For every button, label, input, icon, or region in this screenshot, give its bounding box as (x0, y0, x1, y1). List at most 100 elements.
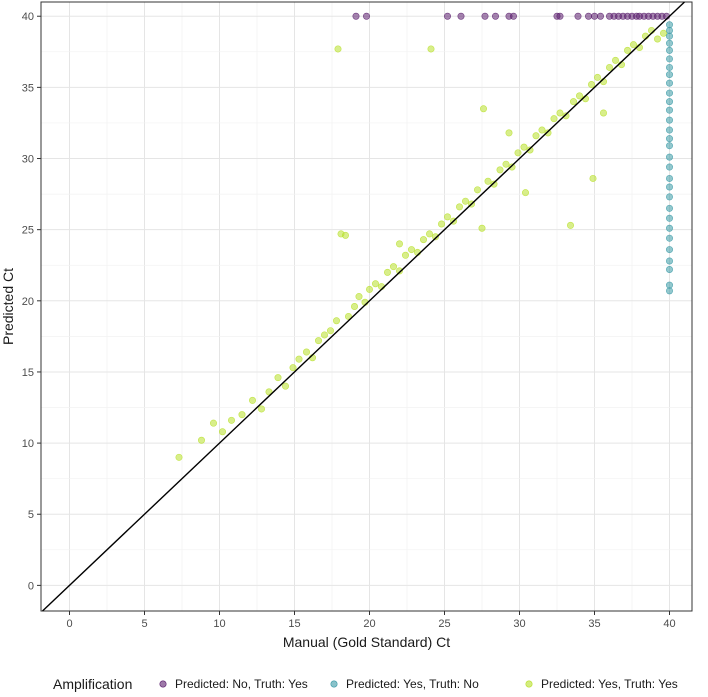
y-tick-label: 20 (22, 296, 34, 308)
data-point (395, 240, 403, 248)
data-point (314, 337, 322, 345)
grid (41, 2, 692, 611)
data-point (569, 98, 577, 106)
data-point (665, 63, 673, 71)
data-point (175, 453, 183, 461)
data-point (320, 331, 328, 339)
data-point (665, 71, 673, 79)
data-point (665, 193, 673, 201)
data-point (505, 129, 513, 137)
data-point (484, 177, 492, 185)
data-point (198, 436, 206, 444)
data-point (605, 63, 613, 71)
data-point (556, 109, 564, 117)
data-point (665, 214, 673, 222)
data-point (455, 203, 463, 211)
data-point (665, 126, 673, 134)
data-point (599, 109, 607, 117)
data-point (249, 396, 257, 404)
legend-title: Amplification (53, 676, 132, 692)
data-point (665, 79, 673, 87)
identity-line (42, 1, 685, 612)
data-point (665, 21, 673, 29)
data-point (665, 116, 673, 124)
data-point (584, 12, 592, 20)
data-point (587, 81, 595, 89)
data-point (332, 317, 340, 325)
data-point (508, 163, 516, 171)
data-point (461, 197, 469, 205)
data-point (478, 224, 486, 232)
data-point (502, 160, 510, 168)
y-tick-label: 35 (22, 82, 34, 94)
data-point (496, 166, 504, 174)
data-point (665, 39, 673, 47)
y-axis-title: Predicted Ct (0, 268, 16, 345)
data-point (514, 149, 522, 157)
data-point (653, 35, 661, 43)
y-tick-label: 15 (22, 367, 34, 379)
data-point (401, 251, 409, 259)
data-point (257, 405, 265, 413)
data-point (383, 268, 391, 276)
data-point (665, 224, 673, 232)
data-point (665, 142, 673, 150)
data-point (274, 374, 282, 382)
data-point (574, 12, 582, 20)
data-point (520, 143, 528, 151)
x-tick-label: 25 (438, 618, 450, 630)
legend-label: Predicted: Yes, Truth: Yes (541, 677, 678, 691)
data-point (665, 234, 673, 242)
data-point (365, 285, 373, 293)
y-axis-ticks: 0 5 10 15 20 25 30 35 40 (22, 11, 41, 592)
y-tick-label: 40 (22, 11, 34, 23)
data-point (665, 46, 673, 54)
data-point (532, 132, 540, 140)
x-axis-title: Manual (Gold Standard) Ct (283, 634, 450, 650)
data-point (395, 267, 403, 275)
data-point (419, 236, 427, 244)
series-1 (665, 21, 673, 295)
x-tick-label: 15 (288, 618, 300, 630)
data-points (175, 12, 673, 461)
data-point (538, 126, 546, 134)
series-0 (352, 12, 670, 20)
data-point (352, 12, 360, 20)
data-point (590, 12, 598, 20)
x-tick-label: 35 (588, 618, 600, 630)
data-point (629, 41, 637, 49)
data-point (443, 213, 451, 221)
data-point (556, 12, 564, 20)
legend-key (330, 680, 338, 688)
series-2 (175, 26, 667, 461)
data-point (665, 257, 673, 265)
data-point (407, 246, 415, 254)
data-point (326, 327, 334, 335)
data-point (219, 428, 227, 436)
data-point (575, 92, 583, 100)
data-point (457, 12, 465, 20)
data-point (302, 348, 310, 356)
x-tick-label: 0 (66, 618, 72, 630)
y-tick-label: 30 (22, 154, 34, 166)
data-point (473, 186, 481, 194)
y-tick-label: 25 (22, 225, 34, 237)
data-point (665, 246, 673, 254)
data-point (562, 112, 570, 120)
data-point (509, 12, 517, 20)
data-point (665, 55, 673, 63)
data-point (341, 231, 349, 239)
x-axis-ticks: 0 5 10 15 20 25 30 35 40 (66, 611, 676, 630)
data-point (425, 230, 433, 238)
data-point (566, 221, 574, 229)
legend-label: Predicted: Yes, Truth: No (346, 677, 479, 691)
data-point (593, 73, 601, 81)
x-tick-label: 30 (513, 618, 525, 630)
data-point (362, 12, 370, 20)
x-tick-label: 40 (663, 618, 675, 630)
data-point (295, 355, 303, 363)
data-point (526, 146, 534, 154)
data-point (665, 266, 673, 274)
data-point (350, 302, 358, 310)
